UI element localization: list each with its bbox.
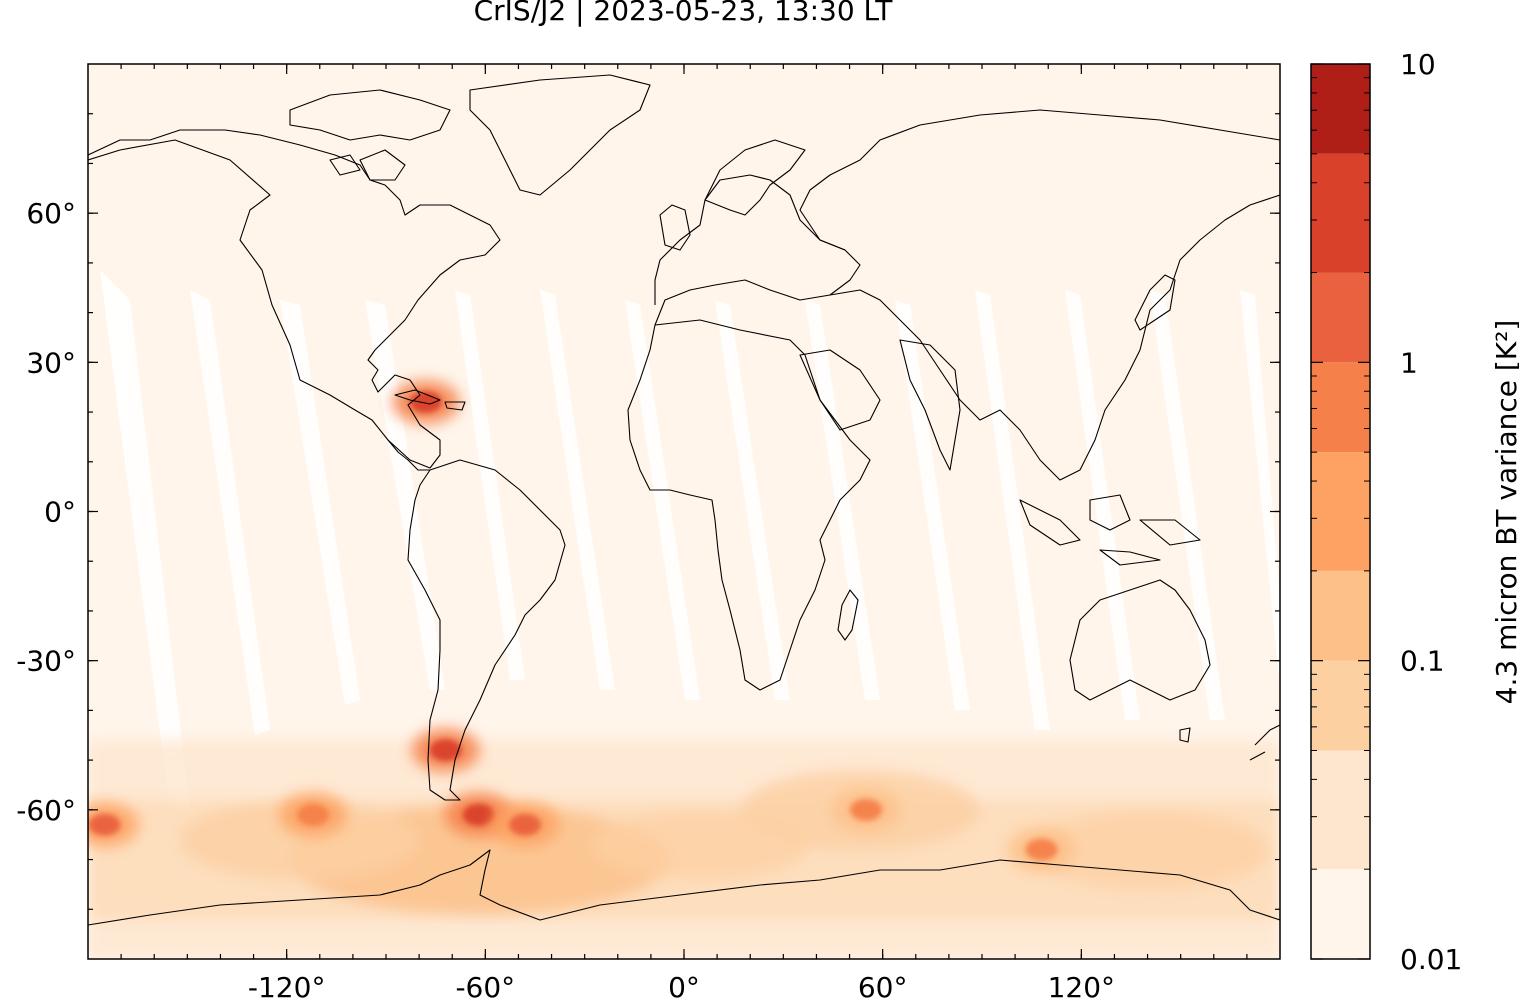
coast-cuba (394, 389, 441, 405)
hotspot-core (462, 803, 495, 826)
colorbar-level (1311, 153, 1370, 273)
colorbar-level (1311, 869, 1370, 959)
colorbar: 10 1 0.1 0.01 (1310, 48, 1462, 976)
hotspot-core (509, 813, 542, 836)
coast-hispaniola (444, 401, 466, 411)
colorbar-level (1311, 570, 1370, 661)
coast-arctic-islands (289, 89, 451, 141)
colorbar-tick-label: 0.01 (1400, 943, 1462, 976)
coast-south-america (407, 459, 566, 801)
hotspot-core (88, 813, 121, 836)
x-tick-label: -120° (248, 971, 326, 1002)
coast-new-zealand (1249, 724, 1280, 761)
coast-antarctica (88, 849, 1280, 926)
y-tick-label: 60° (26, 197, 76, 230)
x-tick-label: 120° (1048, 971, 1115, 1002)
coast-asia (799, 109, 1280, 481)
hotspot-layer (88, 380, 1076, 872)
coast-madagascar (837, 589, 859, 641)
colorbar-tick-label: 1 (1400, 346, 1418, 379)
chart-title: CrIS/J2 | 2023-05-23, 13:30 LT (473, 0, 893, 27)
coast-africa (627, 319, 871, 691)
hotspot-core (1025, 838, 1058, 861)
hotspot-core (297, 803, 330, 826)
y-tick-label: -60° (16, 794, 76, 827)
x-tick-label: 60° (858, 971, 908, 1002)
colorbar-tick-label: 0.1 (1400, 645, 1445, 678)
hotspot-core (850, 798, 883, 821)
coast-north-america (88, 129, 501, 469)
coast-greenland (469, 74, 651, 196)
x-axis-ticks: -120° -60° 0° 60° 120° (248, 64, 1115, 1002)
coast-indonesia (1019, 499, 1081, 546)
colorbar-level (1311, 272, 1370, 363)
coastlines (88, 74, 1280, 926)
colorbar-level (1311, 660, 1370, 751)
colorbar-tick-label: 10 (1400, 48, 1436, 81)
colorbar-level (1311, 64, 1370, 154)
coast-central-america (387, 439, 430, 471)
x-tick-label: 0° (668, 971, 700, 1002)
map-plot-area (88, 64, 1280, 959)
colorbar-level (1311, 750, 1370, 870)
colorbar-frame (1310, 63, 1371, 960)
coast-japan (1134, 274, 1176, 331)
coast-britain (659, 204, 691, 251)
colorbar-level (1311, 362, 1370, 453)
swath-gaps (100, 270, 1280, 810)
hotspot-core (429, 739, 462, 762)
coast-scandinavia (704, 139, 806, 216)
coast-india (899, 339, 961, 471)
colorbar-label: 4.3 micron BT variance [K²] (1490, 320, 1519, 705)
variance-band (88, 740, 1280, 959)
coast-australia (1069, 579, 1211, 701)
colorbar-level (1311, 452, 1370, 571)
coast-arabia (799, 349, 881, 431)
y-tick-label: 0° (44, 496, 76, 529)
y-tick-label: 30° (26, 346, 76, 379)
y-tick-label: -30° (16, 645, 76, 678)
y-axis-ticks: 60° 30° 0° -30° -60° (16, 197, 1280, 827)
x-tick-label: -60° (455, 971, 515, 1002)
inner-tick-marks (88, 64, 1280, 959)
